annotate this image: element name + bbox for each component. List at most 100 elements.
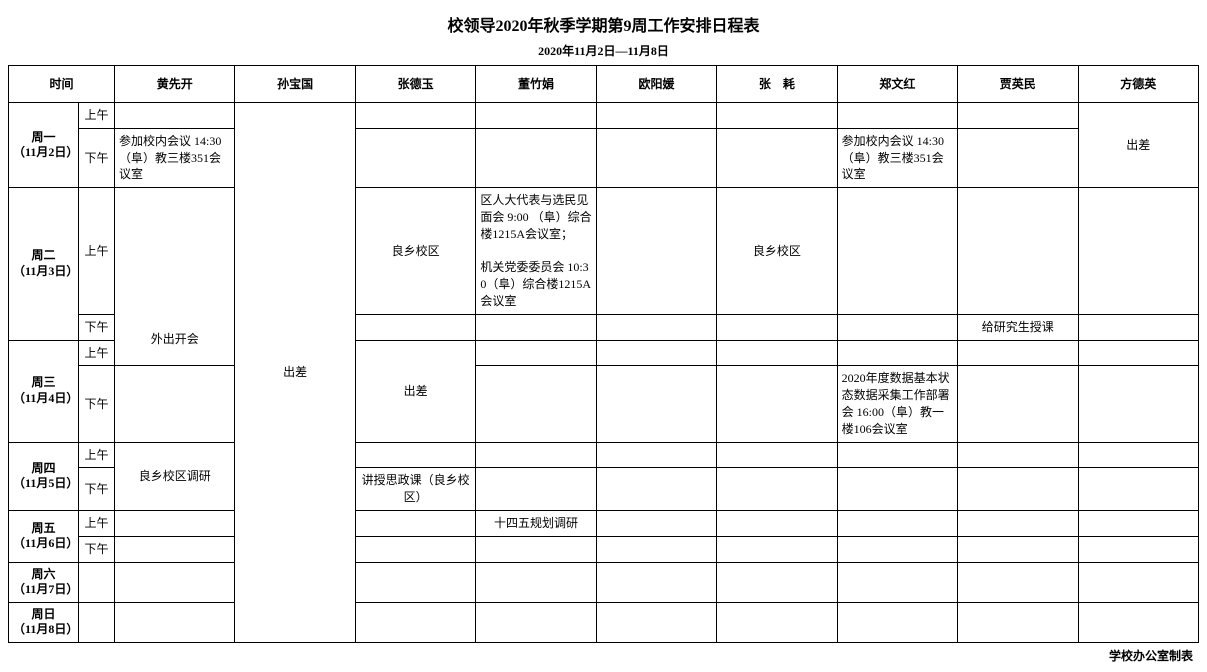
cell	[476, 128, 596, 187]
col-person-1: 孙宝国	[235, 66, 355, 103]
cell	[596, 128, 716, 187]
row-sat: 周六 （11月7日）	[9, 562, 1199, 602]
cell-wed-merge-p2: 出差	[355, 340, 475, 442]
row-fri-am: 周五 （11月6日） 上午 十四五规划调研	[9, 510, 1199, 536]
day-sun: 周日 （11月8日）	[9, 602, 79, 642]
schedule-table: 时间 黄先开 孙宝国 张德玉 董竹娟 欧阳媛 张 耗 郑文红 贾英民 方德英 周…	[8, 65, 1199, 643]
cell	[115, 562, 235, 602]
cell-thu-merge-p0: 良乡校区调研	[115, 442, 235, 510]
cell	[476, 103, 596, 129]
col-person-4: 欧阳媛	[596, 66, 716, 103]
cell	[596, 468, 716, 511]
ampm: 上午	[79, 442, 115, 468]
cell	[476, 366, 596, 442]
cell-mon-merge-p8: 出差	[1078, 103, 1198, 188]
ampm: 下午	[79, 128, 115, 187]
cell	[355, 536, 475, 562]
cell-fri-am-p3: 十四五规划调研	[476, 510, 596, 536]
cell	[717, 366, 837, 442]
cell	[115, 602, 235, 642]
cell	[958, 442, 1078, 468]
ampm: 下午	[79, 536, 115, 562]
day-label-line: （11月4日）	[13, 391, 78, 405]
cell	[1078, 366, 1198, 442]
day-label-line: 周一	[31, 130, 55, 144]
cell	[837, 340, 957, 366]
cell	[355, 602, 475, 642]
cell	[958, 562, 1078, 602]
cell	[717, 340, 837, 366]
row-thu-am: 周四 （11月5日） 上午 良乡校区调研	[9, 442, 1199, 468]
cell	[1078, 188, 1198, 315]
row-fri-pm: 下午	[9, 536, 1199, 562]
time-header: 时间	[9, 66, 115, 103]
row-mon-am: 周一 （11月2日） 上午 出差 出差	[9, 103, 1199, 129]
cell	[958, 340, 1078, 366]
cell	[476, 468, 596, 511]
ampm: 下午	[79, 468, 115, 511]
day-label-line: 周三	[31, 375, 55, 389]
cell	[958, 602, 1078, 642]
cell	[1078, 602, 1198, 642]
day-wed: 周三 （11月4日）	[9, 340, 79, 442]
cell	[717, 128, 837, 187]
cell	[355, 103, 475, 129]
cell	[958, 536, 1078, 562]
cell	[717, 562, 837, 602]
cell	[717, 468, 837, 511]
row-tue-pm: 下午 外出开会 给研究生授课	[9, 314, 1199, 340]
cell-thu-pm-p2: 讲授思政课（良乡校区）	[355, 468, 475, 511]
cell-wed-pm-p6: 2020年度数据基本状态数据采集工作部署会 16:00（阜）教一楼106会议室	[837, 366, 957, 442]
cell	[717, 103, 837, 129]
cell	[1078, 510, 1198, 536]
cell-tue-am-p3: 区人大代表与选民见面会 9:00 （阜）综合楼1215A会议室； 机关党委委员会…	[476, 188, 596, 315]
day-tue: 周二 （11月3日）	[9, 188, 79, 340]
cell	[958, 103, 1078, 129]
row-mon-pm: 下午 参加校内会议 14:30 （阜）教三楼351会议室 参加校内会议 14:3…	[9, 128, 1199, 187]
ampm: 上午	[79, 188, 115, 315]
day-label-line: （11月2日）	[13, 145, 78, 159]
day-label-line: （11月8日）	[13, 622, 78, 636]
col-person-3: 董竹娟	[476, 66, 596, 103]
cell	[79, 602, 115, 642]
cell	[115, 536, 235, 562]
cell-mon-pm-p6: 参加校内会议 14:30 （阜）教三楼351会议室	[837, 128, 957, 187]
cell	[837, 468, 957, 511]
cell	[596, 188, 716, 315]
col-person-5: 张 耗	[717, 66, 837, 103]
ampm: 上午	[79, 340, 115, 366]
cell	[837, 536, 957, 562]
cell-sun-merge-p1: 出差	[235, 103, 355, 643]
cell	[476, 536, 596, 562]
cell-tue-am-p2: 良乡校区	[355, 188, 475, 315]
day-label-line: 周五	[31, 521, 55, 535]
cell	[596, 602, 716, 642]
cell-tue-wed-p0: 外出开会	[115, 314, 235, 366]
cell	[958, 188, 1078, 315]
col-person-0: 黄先开	[115, 66, 235, 103]
day-mon: 周一 （11月2日）	[9, 103, 79, 188]
cell	[596, 366, 716, 442]
row-wed-pm: 下午 2020年度数据基本状态数据采集工作部署会 16:00（阜）教一楼106会…	[9, 366, 1199, 442]
cell	[115, 103, 235, 129]
cell	[596, 536, 716, 562]
cell	[1078, 442, 1198, 468]
ampm: 下午	[79, 366, 115, 442]
cell	[355, 562, 475, 602]
day-label-line: 周二	[31, 248, 55, 262]
col-person-2: 张德玉	[355, 66, 475, 103]
cell	[958, 510, 1078, 536]
day-label-line: （11月3日）	[13, 264, 78, 278]
cell	[596, 314, 716, 340]
cell	[1078, 340, 1198, 366]
cell	[837, 562, 957, 602]
cell	[476, 314, 596, 340]
day-label-line: 周六	[31, 567, 55, 581]
cell	[837, 602, 957, 642]
day-label-line: 周四	[31, 461, 55, 475]
cell	[717, 602, 837, 642]
cell	[958, 468, 1078, 511]
cell	[596, 510, 716, 536]
cell	[115, 510, 235, 536]
cell	[596, 562, 716, 602]
